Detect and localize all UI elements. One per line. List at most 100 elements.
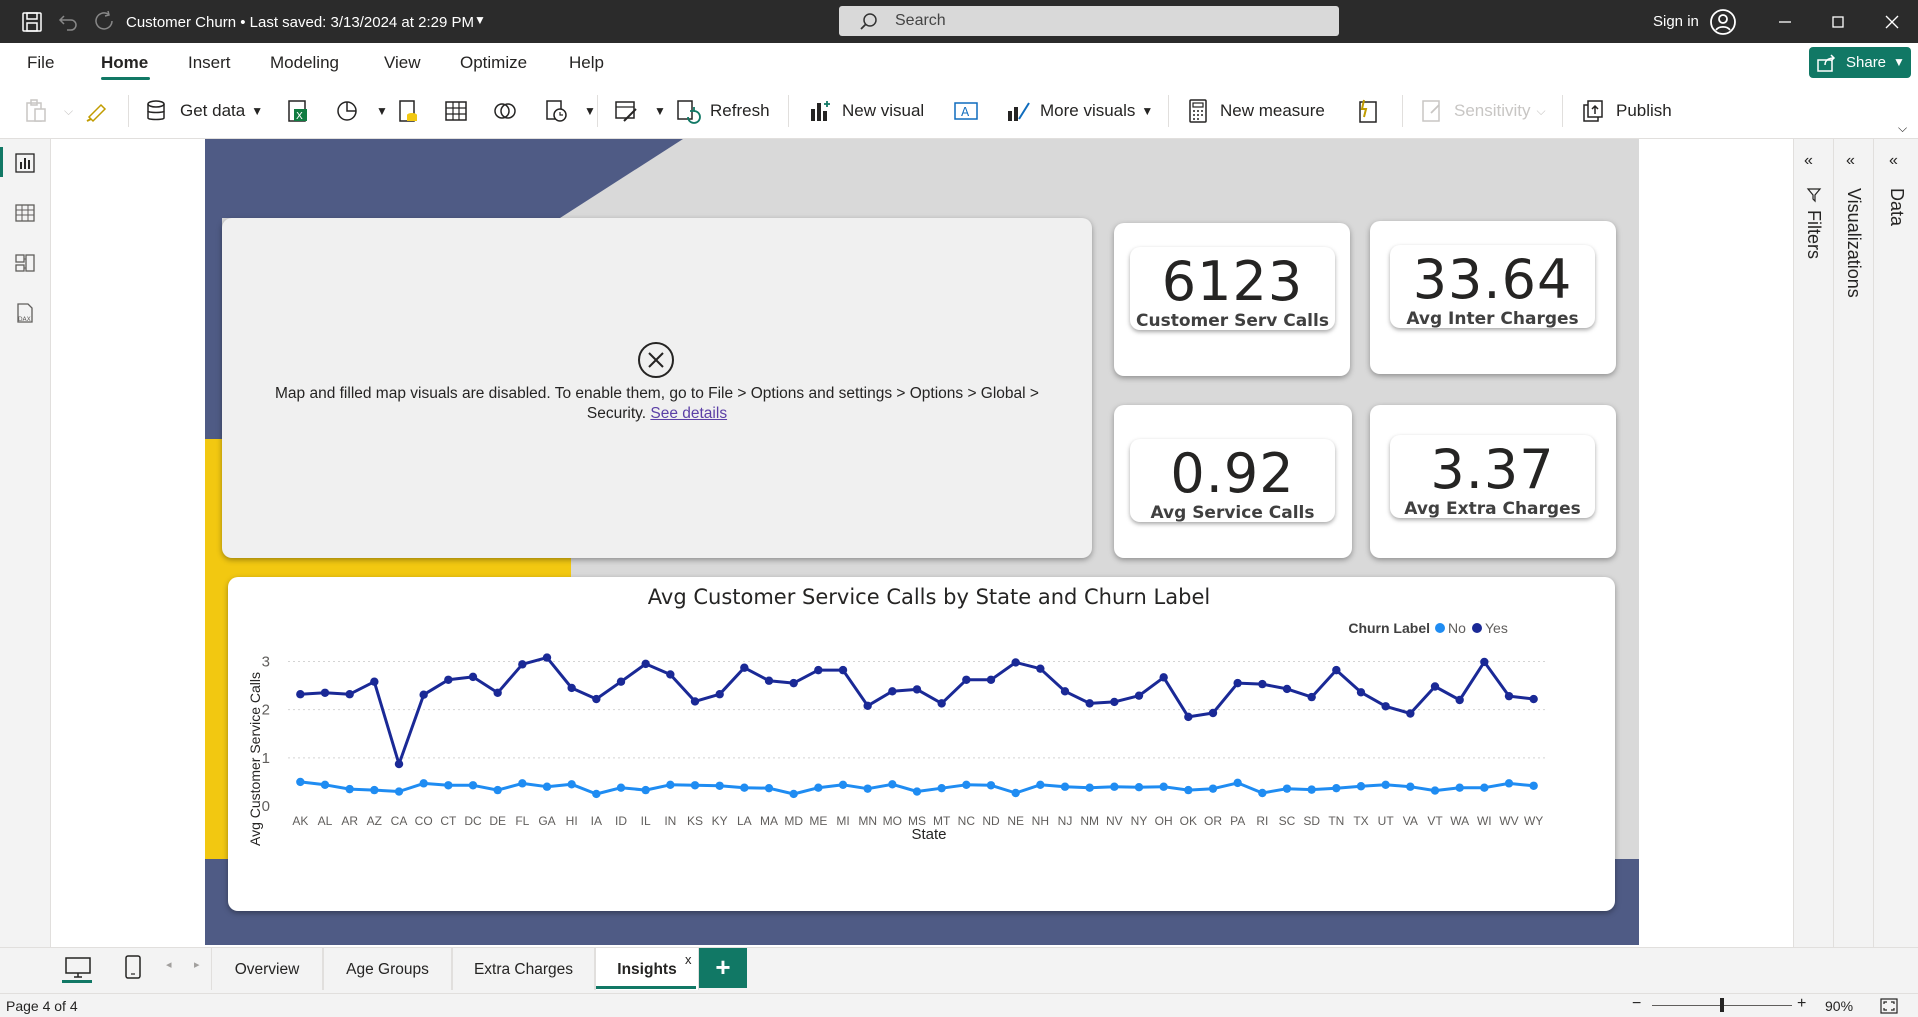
data-point[interactable] xyxy=(1480,657,1489,667)
dax-query-view-icon[interactable]: DAX xyxy=(13,301,37,325)
data-point[interactable] xyxy=(444,781,453,790)
sql-server-button[interactable] xyxy=(394,97,430,125)
publish-button[interactable]: Publish xyxy=(1580,97,1672,125)
kpi-card-avg-service-calls[interactable]: 0.92 Avg Service Calls xyxy=(1114,405,1352,558)
data-pane[interactable] xyxy=(1873,139,1918,947)
data-point[interactable] xyxy=(567,780,576,789)
data-point[interactable] xyxy=(1406,709,1415,718)
line-chart-visual[interactable]: Avg Customer Service Calls by State and … xyxy=(228,577,1615,911)
data-point[interactable] xyxy=(296,777,305,787)
minimize-icon[interactable] xyxy=(1774,11,1796,33)
redo-icon[interactable] xyxy=(92,10,116,34)
data-point[interactable] xyxy=(937,699,946,708)
data-point[interactable] xyxy=(616,783,626,792)
data-point[interactable] xyxy=(1307,785,1316,794)
legend-label-no[interactable]: No xyxy=(1448,620,1466,636)
data-point[interactable] xyxy=(1332,783,1341,793)
data-point[interactable] xyxy=(419,690,428,699)
expand-visualizations-icon[interactable]: « xyxy=(1846,152,1855,169)
excel-workbook-button[interactable]: X xyxy=(284,97,320,125)
report-view-icon[interactable] xyxy=(13,151,37,175)
data-point[interactable] xyxy=(1208,784,1218,793)
data-point[interactable] xyxy=(320,688,330,697)
expand-data-icon[interactable]: « xyxy=(1889,152,1898,169)
data-point[interactable] xyxy=(1184,785,1193,795)
filters-pane[interactable] xyxy=(1793,139,1832,947)
data-point[interactable] xyxy=(1406,782,1415,791)
data-point[interactable] xyxy=(1480,783,1489,792)
scroll-tabs-left-icon[interactable]: ◂ xyxy=(166,959,172,971)
paste-button[interactable]: ⌵ xyxy=(22,97,73,125)
legend-label-yes[interactable]: Yes xyxy=(1485,620,1508,636)
scroll-tabs-right-icon[interactable]: ▸ xyxy=(194,959,200,971)
data-point[interactable] xyxy=(690,781,700,790)
data-point[interactable] xyxy=(370,785,379,795)
data-point[interactable] xyxy=(1455,783,1464,792)
data-point[interactable] xyxy=(1233,778,1242,788)
data-point[interactable] xyxy=(1011,658,1020,667)
data-point[interactable] xyxy=(838,780,848,789)
new-visual-button[interactable]: New visual xyxy=(806,97,924,125)
table-view-icon[interactable] xyxy=(13,201,37,225)
data-pane-label[interactable]: Data xyxy=(1887,188,1907,227)
format-painter-button[interactable] xyxy=(83,97,119,125)
data-point[interactable] xyxy=(1085,783,1094,792)
tab-age-groups[interactable]: Age Groups xyxy=(323,948,452,990)
data-point[interactable] xyxy=(493,785,502,795)
data-point[interactable] xyxy=(641,659,650,669)
data-point[interactable] xyxy=(740,663,749,672)
document-title[interactable]: Customer Churn • Last saved: 3/13/2024 a… xyxy=(126,14,474,31)
data-point[interactable] xyxy=(1208,708,1218,718)
menu-file[interactable]: File xyxy=(27,53,55,72)
search-input[interactable]: Search xyxy=(839,6,1339,36)
data-hub-button[interactable]: ▼ xyxy=(334,97,388,125)
transform-data-button[interactable]: ▼ xyxy=(612,97,666,125)
data-point[interactable] xyxy=(937,783,946,793)
undo-icon[interactable] xyxy=(56,10,80,34)
data-point[interactable] xyxy=(1233,678,1242,688)
share-button[interactable]: Share ▼ xyxy=(1809,47,1911,78)
menu-home[interactable]: Home xyxy=(101,53,149,72)
ribbon-collapse-icon[interactable]: ⌵ xyxy=(1898,121,1908,135)
data-point[interactable] xyxy=(1455,695,1464,705)
data-point[interactable] xyxy=(888,780,897,789)
data-point[interactable] xyxy=(1381,780,1390,789)
data-point[interactable] xyxy=(345,690,354,699)
data-point[interactable] xyxy=(419,779,428,788)
data-point[interactable] xyxy=(1356,782,1366,791)
data-point[interactable] xyxy=(1332,665,1341,675)
tab-extra-charges[interactable]: Extra Charges xyxy=(452,948,595,990)
data-point[interactable] xyxy=(320,780,330,789)
data-point[interactable] xyxy=(814,665,823,675)
data-point[interactable] xyxy=(962,675,971,684)
data-point[interactable] xyxy=(1282,784,1292,793)
data-point[interactable] xyxy=(1258,679,1267,689)
data-point[interactable] xyxy=(1504,779,1514,788)
data-point[interactable] xyxy=(912,787,922,796)
data-point[interactable] xyxy=(1184,712,1193,722)
data-point[interactable] xyxy=(740,783,749,792)
data-point[interactable] xyxy=(715,781,724,790)
sign-in-link[interactable]: Sign in xyxy=(1653,13,1699,30)
data-point[interactable] xyxy=(1430,786,1440,795)
data-point[interactable] xyxy=(394,787,404,796)
data-point[interactable] xyxy=(641,785,650,795)
more-visuals-button[interactable]: More visuals ▼ xyxy=(1004,97,1153,125)
data-point[interactable] xyxy=(1430,682,1440,691)
data-point[interactable] xyxy=(789,789,798,799)
data-point[interactable] xyxy=(666,780,675,789)
data-point[interactable] xyxy=(863,784,872,793)
data-point[interactable] xyxy=(912,685,922,694)
data-point[interactable] xyxy=(1134,691,1144,700)
new-measure-button[interactable]: New measure xyxy=(1184,97,1325,125)
add-page-button[interactable]: + xyxy=(699,948,747,988)
enter-data-button[interactable] xyxy=(442,97,478,125)
title-dropdown-icon[interactable]: ▼ xyxy=(474,13,486,27)
data-point[interactable] xyxy=(888,687,897,696)
data-point[interactable] xyxy=(1356,688,1366,697)
data-point[interactable] xyxy=(1060,687,1070,696)
maximize-icon[interactable] xyxy=(1827,11,1849,33)
text-box-button[interactable]: A xyxy=(952,97,988,125)
data-point[interactable] xyxy=(1381,702,1390,711)
menu-modeling[interactable]: Modeling xyxy=(270,53,339,72)
